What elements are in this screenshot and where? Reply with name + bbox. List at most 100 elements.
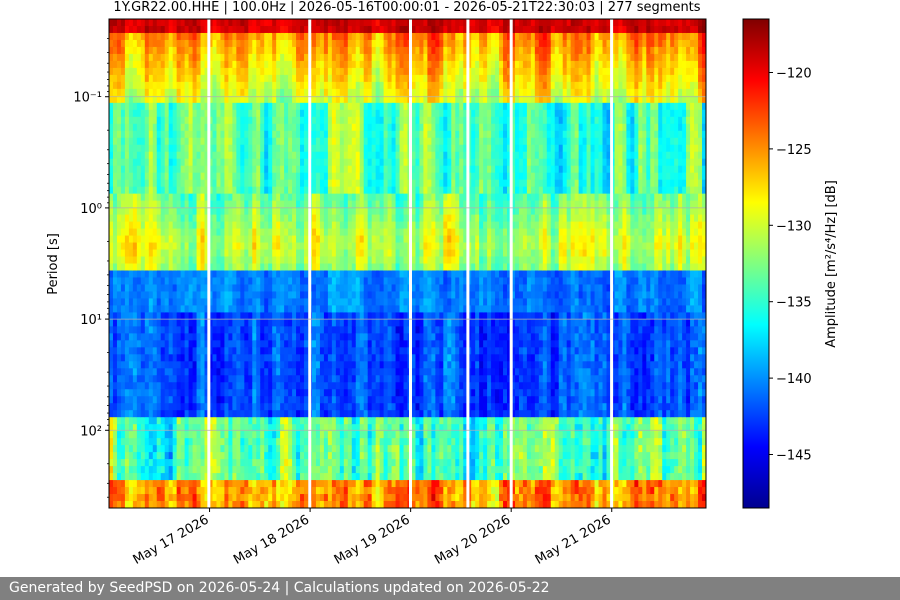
heatmap-cell [335,417,341,425]
heatmap-cell [216,228,222,237]
heatmap-cell [359,256,365,265]
heatmap-cell [192,417,198,425]
heatmap-cell [327,172,333,181]
heatmap-cell [124,466,130,474]
heatmap-cell [232,32,237,41]
heatmap-cell [375,501,381,508]
heatmap-cell [128,158,134,167]
heatmap-cell [164,396,170,404]
heatmap-cell [148,375,154,383]
heatmap-cell [276,214,281,223]
heatmap-cell [140,361,146,369]
heatmap-cell [351,123,357,132]
heatmap-cell [228,165,233,174]
heatmap-cell [148,95,154,104]
heatmap-cell [128,298,134,307]
heatmap-cell [315,452,321,460]
heatmap-cell [180,193,186,202]
heatmap-cell [296,424,301,432]
heatmap-cell [383,277,389,286]
heatmap-cell [156,361,162,369]
heatmap-cell [264,340,269,348]
heatmap-cell [343,284,349,293]
heatmap-cell [192,466,198,474]
heatmap-cell [252,193,257,202]
heatmap-cell [116,214,122,223]
heatmap-cell [319,200,325,209]
heatmap-cell [359,438,365,446]
heatmap-cell [300,116,305,125]
heatmap-cell [367,480,373,488]
heatmap-cell [331,431,337,439]
heatmap-cell [180,326,186,334]
heatmap-cell [252,172,257,181]
heatmap-cell [288,410,293,418]
heatmap-cell [112,214,118,223]
heatmap-cell [120,326,126,334]
heatmap-cell [228,39,233,48]
heatmap-cell [347,144,353,153]
heatmap-cell [280,235,285,244]
heatmap-cell [304,130,309,139]
heatmap-cell [148,340,154,348]
heatmap-cell [300,382,305,390]
heatmap-cell [375,263,381,272]
heatmap-cell [164,270,170,279]
heatmap-cell [335,67,341,76]
heatmap-cell [176,403,182,411]
heatmap-cell [327,88,333,97]
heatmap-cell [375,494,381,502]
heatmap-cell [331,39,337,48]
heatmap-cell [196,102,202,111]
heatmap-cell [184,326,190,334]
heatmap-cell [284,67,289,76]
heatmap-cell [367,88,373,97]
heatmap-cell [272,424,277,432]
heatmap-cell [204,256,210,265]
heatmap-cell [264,25,269,34]
heatmap-cell [132,473,138,481]
heatmap-cell [315,53,321,62]
heatmap-cell [196,109,202,118]
heatmap-cell [232,410,237,418]
heatmap-cell [260,284,265,293]
heatmap-cell [140,172,146,181]
heatmap-cell [212,123,218,132]
heatmap-cell [128,501,134,508]
heatmap-cell [172,186,178,195]
heatmap-cell [264,53,269,62]
heatmap-cell [363,382,369,390]
heatmap-cell [120,501,126,508]
heatmap-cell [339,410,345,418]
heatmap-cell [120,249,126,258]
heatmap-cell [339,228,345,237]
heatmap-cell [208,19,214,27]
heatmap-cell [236,32,241,41]
heatmap-cell [184,60,190,69]
heatmap-cell [323,298,329,307]
heatmap-cell [224,375,229,383]
heatmap-cell [204,452,210,460]
heatmap-cell [116,452,122,460]
heatmap-cell [216,305,222,313]
heatmap-cell [335,319,341,327]
heatmap-cell [276,235,281,244]
heatmap-cell [120,368,126,376]
heatmap-cell [311,158,317,167]
heatmap-cell [323,410,329,418]
heatmap-cell [371,123,377,132]
heatmap-cell [144,95,150,104]
heatmap-cell [252,60,257,69]
heatmap-cell [120,74,126,83]
heatmap-cell [387,214,393,223]
heatmap-cell [260,151,265,160]
heatmap-cell [359,95,365,104]
heatmap-cell [144,410,150,418]
heatmap-cell [188,326,194,334]
heatmap-cell [379,144,385,153]
heatmap-cell [244,242,249,251]
heatmap-cell [264,193,269,202]
heatmap-cell [140,200,146,209]
heatmap-cell [140,242,146,251]
heatmap-cell [319,221,325,230]
